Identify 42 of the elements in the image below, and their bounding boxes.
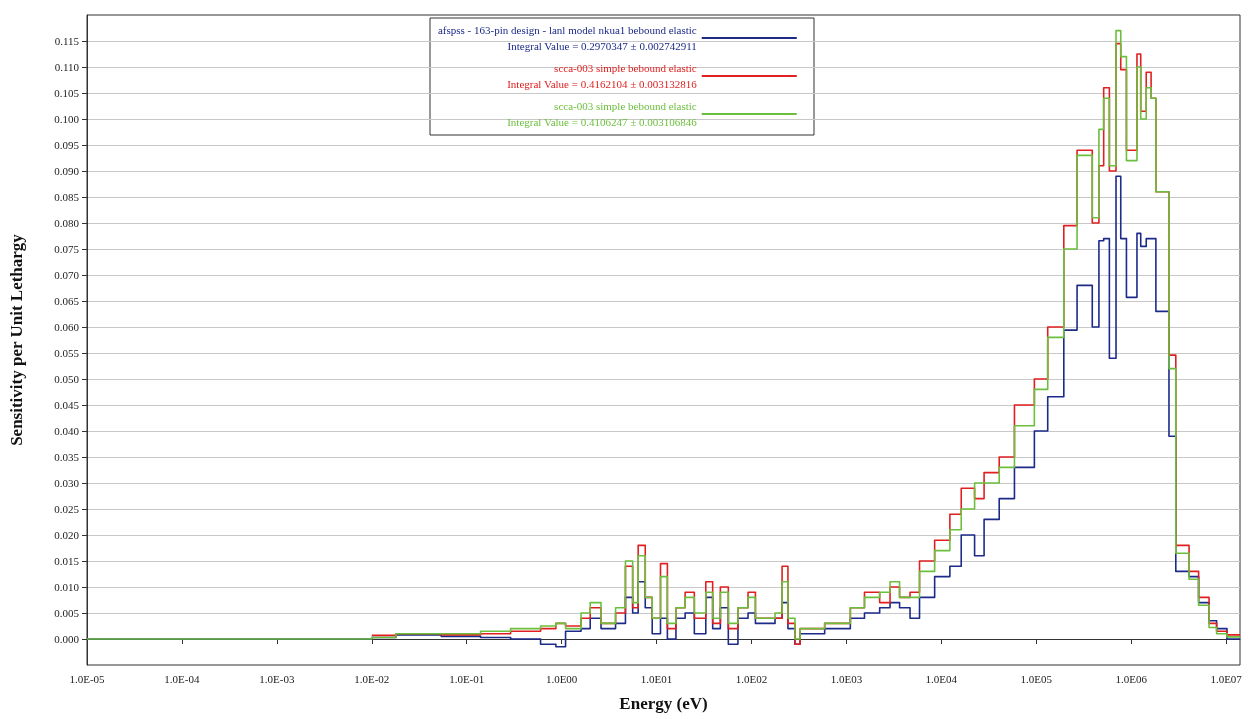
x-tick-label: 1.0E02 <box>735 672 768 685</box>
x-tick-label: 1.0E06 <box>1115 672 1148 685</box>
x-tick-label: 1.0E-05 <box>69 672 106 685</box>
text: scca-003 simple bebound elastic Integral Value = 0.4106247 ± 0.003106846 <box>507 100 698 128</box>
y-tick-label: 0.070 <box>54 269 80 281</box>
y-tick-label: 0.000 <box>54 633 80 645</box>
x-tick-label: 1.0E-03 <box>259 672 295 685</box>
y-tick-label: 0.015 <box>54 555 80 567</box>
y-tick-label: 0.020 <box>54 529 80 541</box>
y-tick-label: 0.115 <box>54 35 80 47</box>
y-tick-label: 0.055 <box>54 347 80 359</box>
x-tick-label: 1.0E-04 <box>164 672 200 685</box>
x-tick-label: 1.0E-02 <box>354 672 390 685</box>
x-tick-label: 1.0E01 <box>640 672 673 685</box>
y-tick-label: 0.050 <box>54 373 80 385</box>
y-tick-label: 0.005 <box>54 607 80 619</box>
y-tick-label: 0.035 <box>54 451 80 463</box>
y-tick-label: 0.010 <box>54 581 80 593</box>
y-axis-title: Sensitivity per Unit Lethargy <box>7 233 26 446</box>
x-tick-label: 1.0E05 <box>1020 672 1053 685</box>
x-tick-label: 1.0E03 <box>830 672 863 685</box>
y-tick-label: 0.045 <box>54 399 80 411</box>
y-tick-label: 0.040 <box>54 425 80 437</box>
x-tick-label: 1.0E04 <box>925 672 958 685</box>
x-tick-label: 1.0E00 <box>545 672 578 685</box>
x-tick-label: 1.0E-01 <box>449 672 485 685</box>
y-tick-label: 0.030 <box>54 477 80 489</box>
y-tick-label: 0.095 <box>54 139 80 151</box>
x-tick-label: 1.0E07 <box>1210 672 1243 685</box>
text: afspss - 163-pin design - lanl model nkua1 bebound elastic Integral Value = 0.2970347 ± 0.002742911 <box>437 24 697 52</box>
y-tick-label: 0.100 <box>54 113 80 125</box>
y-tick-label: 0.110 <box>54 61 80 73</box>
y-tick-label: 0.025 <box>54 503 80 515</box>
y-tick-label: 0.105 <box>54 87 80 99</box>
y-tick-label: 0.090 <box>54 165 80 177</box>
text: scca-003 simple bebound elastic Integral Value = 0.4162104 ± 0.003132816 <box>507 62 698 90</box>
y-tick-label: 0.075 <box>54 243 80 255</box>
y-tick-label: 0.085 <box>54 191 80 203</box>
y-tick-label: 0.060 <box>54 321 80 333</box>
y-tick-label: 0.080 <box>54 217 80 229</box>
x-axis-title: Energy (eV) <box>619 694 708 713</box>
y-tick-label: 0.065 <box>54 295 80 307</box>
